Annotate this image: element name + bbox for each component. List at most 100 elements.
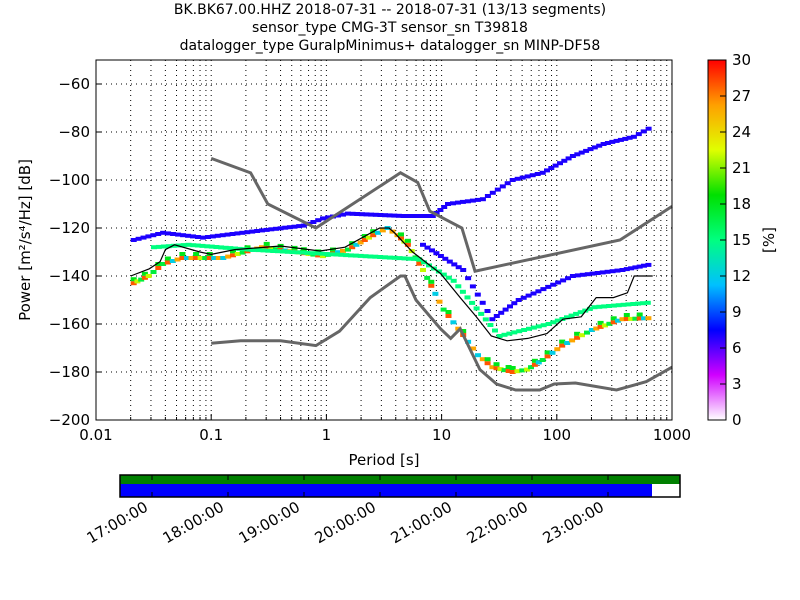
ppsd-cell-lower-spread <box>641 263 647 268</box>
ppsd-cell-mid-spread <box>180 243 187 248</box>
ppsd-cell-upper-spread <box>300 223 307 228</box>
ppsd-cell-lower-spread <box>446 259 453 264</box>
ppsd-cell-lower-spread <box>604 269 611 274</box>
axes: 0.01 0.1 1 10 100 1000 −60 −80 −100 −120 −140 −160 −… <box>49 75 691 444</box>
ppsd-cell-mode <box>544 350 551 355</box>
y-tick-label: −200 <box>49 411 90 429</box>
ppsd-cell-upper-spread <box>263 227 270 232</box>
ppsd-cell-mid-spread <box>328 252 335 257</box>
ppsd-cell-upper-spread <box>282 225 289 230</box>
ppsd-cell-mid-spread <box>482 317 489 322</box>
ppsd-cell-lower-spread <box>429 248 435 253</box>
ppsd-cell-mid-spread <box>478 311 485 316</box>
ppsd-cell-mid-spread <box>459 289 466 294</box>
ppsd-cell-mid-spread <box>255 248 262 253</box>
colorbar-tick-label: 15 <box>732 231 751 249</box>
ppsd-cell-lower-spread <box>579 272 586 277</box>
ppsd-cell-upper-spread <box>160 230 167 235</box>
timeline-tick-label: 21:00:00 <box>388 498 455 547</box>
ppsd-cell-upper-spread <box>190 234 196 239</box>
ppsd-cell-lower-spread <box>594 271 601 275</box>
x-tick-label: 0.01 <box>79 426 112 444</box>
ppsd-cell-mode <box>366 235 372 240</box>
ppsd-cell-mid-spread <box>245 247 252 252</box>
ppsd-cell-upper-spread <box>578 150 585 155</box>
ppsd-cell-lower-spread <box>433 251 440 256</box>
ppsd-cell-mode <box>484 357 491 362</box>
ppsd-cell-mid-spread <box>535 324 542 329</box>
ppsd-cell-mid-spread <box>357 253 364 258</box>
ppsd-cell-mode <box>531 358 538 363</box>
ppsd-cell-mode <box>615 318 622 323</box>
ppsd-cell-upper-spread <box>259 228 265 233</box>
ppsd-cell-upper-spread <box>534 172 541 176</box>
ppsd-cell-upper-spread <box>320 216 326 221</box>
ppsd-cell-mode <box>493 366 500 371</box>
ppsd-cell-mode <box>559 343 566 348</box>
ppsd-cell-mid-spread <box>606 304 612 308</box>
ppsd-cell-mode <box>479 357 486 362</box>
ppsd-cell-mid-spread <box>260 248 267 253</box>
ppsd-cell-lower-spread <box>589 271 596 276</box>
ppsd-cell-mid-spread <box>506 331 513 336</box>
ppsd-cell-mode <box>514 369 521 374</box>
processed-coverage-bar <box>120 484 652 497</box>
y-tick-label: −60 <box>58 75 90 93</box>
ppsd-cell-lower-spread <box>623 267 630 272</box>
ppsd-cell-lower-spread <box>520 295 527 300</box>
ppsd-cell-mid-spread <box>275 249 281 254</box>
ppsd-cell-upper-spread <box>539 170 546 175</box>
ppsd-cell-mode <box>509 366 516 370</box>
ppsd-cell-mode <box>424 275 431 280</box>
y-tick-label: −80 <box>58 123 90 141</box>
ppsd-cell-mode <box>202 256 209 260</box>
ppsd-cell-upper-spread <box>565 156 572 161</box>
x-tick-label: 100 <box>542 426 571 444</box>
ppsd-cell-mid-spread <box>151 245 157 250</box>
ppsd-cell-mode <box>509 370 516 374</box>
ppsd-cell-mode <box>130 277 137 282</box>
ppsd-cell-upper-spread <box>254 229 261 233</box>
ppsd-cell-lower-spread <box>614 268 621 273</box>
ppsd-cell-upper-spread <box>340 212 346 217</box>
ppsd-cell-lower-spread <box>465 276 472 281</box>
ppsd-cell-upper-spread <box>244 230 251 235</box>
ppsd-cell-lower-spread <box>515 298 522 302</box>
ppsd-cell-upper-spread <box>600 142 607 146</box>
ppsd-cell-mode <box>628 316 635 321</box>
ppsd-cell-mode <box>623 313 630 317</box>
colorbar-ticks: 0 3 6 9 12 15 18 21 24 27 30 <box>720 51 751 429</box>
timeline-tick-label: 23:00:00 <box>540 498 607 547</box>
ppsd-cell-mode <box>404 242 411 247</box>
ppsd-cell-mode <box>141 271 148 276</box>
ppsd-cell-mode <box>445 310 452 314</box>
ppsd-cell-lower-spread <box>502 307 509 312</box>
ppsd-cell-mode <box>531 362 538 367</box>
ppsd-cell-mode <box>155 266 162 270</box>
ppsd-cell-lower-spread <box>511 301 518 306</box>
ppsd-cell-mid-spread <box>208 244 215 249</box>
ppsd-cell-lower-spread <box>619 268 626 272</box>
ppsd-cell-upper-spread <box>499 184 506 189</box>
ppsd-cell-mode <box>375 230 381 235</box>
ppsd-cell-upper-spread <box>214 233 221 238</box>
ppsd-cell-mode <box>539 358 546 362</box>
ppsd-cell-mid-spread <box>401 256 408 261</box>
ppsd-cell-mid-spread <box>521 328 528 332</box>
ppsd-cell-mid-spread <box>352 253 359 258</box>
ppsd-cell-upper-spread <box>622 136 629 141</box>
ppsd-cell-lower-spread <box>455 265 462 270</box>
ppsd-cell-mode <box>636 312 643 317</box>
ppsd-cell-mid-spread <box>540 323 547 328</box>
ppsd-cell-mode <box>505 365 512 369</box>
ppsd-cell-mode <box>353 242 360 247</box>
mean-line <box>130 227 653 342</box>
ppsd-cell-mode <box>263 241 270 246</box>
ppsd-cell-mid-spread <box>469 300 476 305</box>
ppsd-cell-mid-spread <box>625 302 632 307</box>
ppsd-cell-mid-spread <box>362 254 369 259</box>
ppsd-cell-mid-spread <box>530 325 537 330</box>
ppsd-cell-upper-spread <box>509 178 516 182</box>
ppsd-cell-mode <box>574 335 581 340</box>
ppsd-cell-mid-spread <box>586 306 593 311</box>
